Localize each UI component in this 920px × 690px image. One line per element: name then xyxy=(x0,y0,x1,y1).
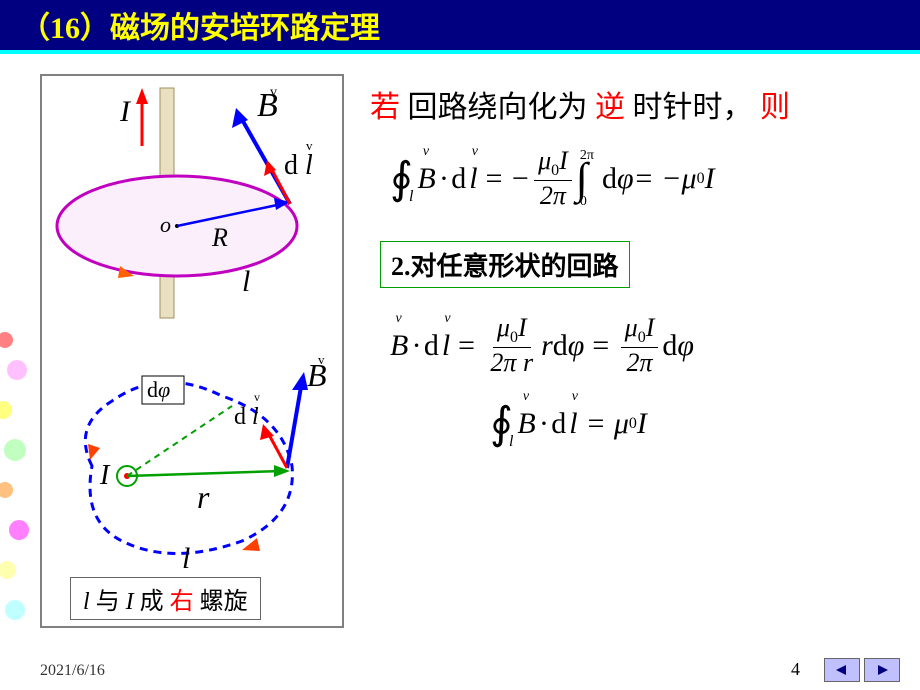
diagram-box: I o R B v d l v l xyxy=(40,74,344,628)
nav-buttons xyxy=(824,658,900,682)
svg-text:d l: d l xyxy=(284,150,313,181)
prev-icon xyxy=(832,663,852,677)
svg-text:I: I xyxy=(119,95,132,128)
next-button[interactable] xyxy=(864,658,900,682)
svg-text:d l: d l xyxy=(234,404,259,430)
svg-text:l: l xyxy=(242,265,250,298)
content-area: I o R B v d l v l xyxy=(0,54,920,628)
footer-date: 2021/6/16 xyxy=(40,662,105,680)
page-title: （16）磁场的安培环路定理 xyxy=(20,3,380,47)
equation-1: ∮l B · d l = − μ0I 2π ∫ 2π0 dφ = − μ0I xyxy=(390,146,920,211)
statement-line: 若 回路绕向化为 逆 时针时， 则 xyxy=(370,82,920,126)
section-2-label: 2.对任意形状的回路 xyxy=(380,241,630,288)
page-number: 4 xyxy=(791,659,800,680)
svg-text:r: r xyxy=(197,479,210,515)
side-decoration xyxy=(0,320,35,660)
right-column: 若 回路绕向化为 逆 时针时， 则 ∮l B · d l = − μ0I 2π … xyxy=(370,74,920,628)
svg-text:dφ: dφ xyxy=(147,377,170,402)
svg-text:v: v xyxy=(318,352,325,367)
svg-text:o: o xyxy=(160,212,171,237)
svg-text:I: I xyxy=(99,460,111,491)
left-column: I o R B v d l v l xyxy=(40,74,350,628)
diagram-1: I o R B v d l v l xyxy=(42,76,342,336)
equation-3: ∮l B · d l = μ0I xyxy=(490,398,920,449)
diagram-caption: l 与 I 成 右 螺旋 xyxy=(70,577,261,620)
svg-text:l: l xyxy=(182,542,190,575)
title-bar: （16）磁场的安培环路定理 xyxy=(0,0,920,54)
equation-2: B · d l = μ0I 2π r rdφ = μ0I 2π dφ xyxy=(390,313,920,378)
svg-text:v: v xyxy=(270,85,277,100)
svg-text:R: R xyxy=(211,223,228,252)
next-icon xyxy=(872,663,892,677)
prev-button[interactable] xyxy=(824,658,860,682)
svg-text:v: v xyxy=(254,390,260,404)
svg-text:v: v xyxy=(306,138,313,153)
diagram-2: I r dφ B v d l v l xyxy=(42,346,342,596)
